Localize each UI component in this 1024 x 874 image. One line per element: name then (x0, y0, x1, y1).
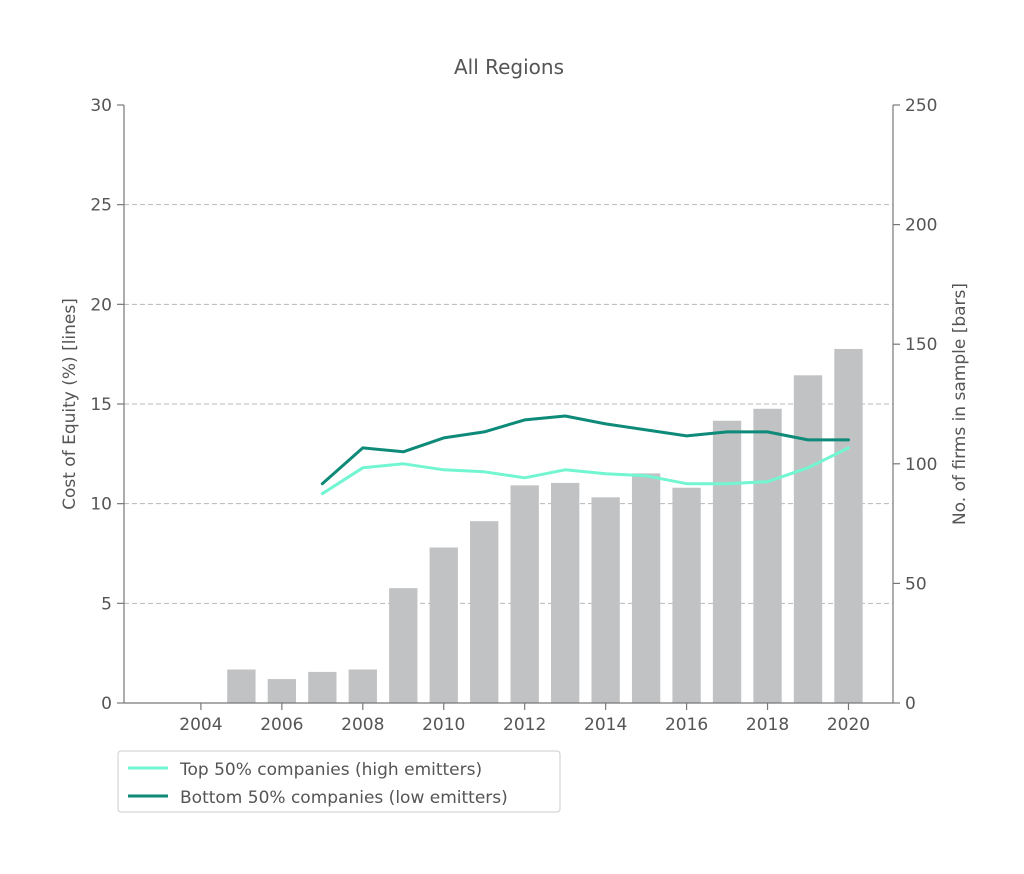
y-left-tick-label: 30 (90, 96, 112, 116)
bar (267, 679, 297, 703)
x-tick-label: 2008 (341, 715, 384, 735)
bar (753, 408, 782, 703)
bar (712, 420, 742, 703)
legend-label-bottom: Bottom 50% companies (low emitters) (180, 788, 508, 808)
bar (510, 485, 539, 703)
bar (672, 487, 701, 703)
chart-title: All Regions (454, 55, 564, 79)
y-left-tick-label: 10 (90, 495, 112, 515)
bar (429, 547, 458, 703)
y-right-tick-label: 150 (905, 335, 937, 355)
bar (308, 671, 337, 703)
y-left-tick-label: 5 (101, 594, 112, 614)
series-line-bottom (320, 414, 850, 486)
x-tick-label: 2020 (827, 715, 870, 735)
y-right-tick-label: 50 (905, 574, 927, 594)
y-left-tick-label: 25 (90, 196, 112, 216)
y-right-tick-label: 250 (905, 96, 937, 116)
x-tick-label: 2018 (746, 715, 789, 735)
axes-group: 0 5 10 15 20 25 30 0 50 100 150 200 250 2004 2006 2008 2… (90, 96, 937, 735)
series-line-top (320, 446, 850, 496)
bar (348, 669, 377, 703)
y-right-tick-label: 200 (905, 216, 937, 236)
x-tick-label: 2012 (503, 715, 546, 735)
y-left-tick-label: 15 (90, 395, 112, 415)
x-tick-label: 2014 (584, 715, 627, 735)
lines-group (320, 414, 850, 496)
bar (389, 588, 418, 703)
legend-label-top: Top 50% companies (high emitters) (179, 760, 482, 780)
y-right-tick-label: 100 (905, 455, 937, 475)
x-tick-label: 2004 (179, 715, 222, 735)
legend-box (117, 750, 561, 813)
y-right-tick-label: 0 (905, 694, 916, 714)
legend: Top 50% companies (high emitters) Bottom… (117, 750, 561, 813)
y-left-tick-label: 0 (101, 694, 112, 714)
bar (470, 521, 499, 703)
bar (591, 497, 620, 703)
y-left-tick-label: 20 (90, 295, 112, 315)
x-tick-label: 2016 (665, 715, 708, 735)
bars-group (227, 348, 863, 703)
bar (550, 482, 580, 703)
bar (834, 348, 863, 703)
x-tick-label: 2006 (260, 715, 303, 735)
bar (227, 669, 256, 703)
x-tick-label: 2010 (422, 715, 465, 735)
bar (793, 375, 823, 703)
y-left-axis-label: Cost of Equity (%) [lines] (60, 298, 80, 510)
bar (631, 473, 661, 703)
y-right-axis-label: No. of firms in sample [bars] (950, 283, 970, 525)
